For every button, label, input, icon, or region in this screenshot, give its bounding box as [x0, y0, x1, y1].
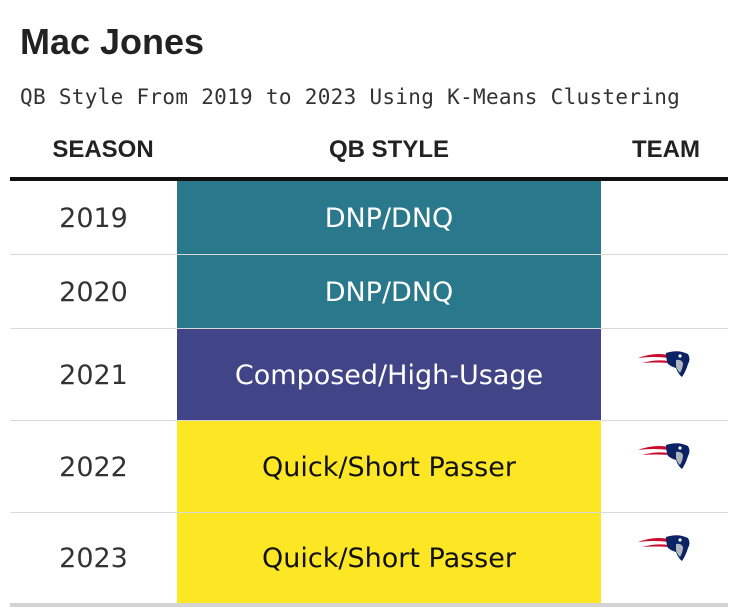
- header-divider: [10, 177, 728, 181]
- column-header-team: TEAM: [632, 136, 700, 163]
- qb-style-cell: Quick/Short Passer: [177, 421, 601, 513]
- season-cell: 2021: [59, 359, 128, 391]
- column-header-qb-style: QB STYLE: [328, 136, 449, 163]
- team-cell: [601, 255, 728, 329]
- table-header: SEASON QB STYLE TEAM: [10, 130, 728, 178]
- table-row: 2023 Quick/Short Passer: [10, 513, 728, 604]
- column-header-season: SEASON: [52, 136, 154, 163]
- chart-subtitle: QB Style From 2019 to 2023 Using K-Means…: [20, 85, 681, 109]
- qb-style-cell: Quick/Short Passer: [177, 513, 601, 604]
- season-cell: 2022: [59, 451, 128, 483]
- table-row: 2022 Quick/Short Passer: [10, 421, 728, 513]
- table-row: 2021 Composed/High-Usage: [10, 329, 728, 421]
- row-divider: [10, 420, 728, 421]
- season-cell: 2020: [59, 276, 128, 308]
- table-row: 2020 DNP/DNQ: [10, 255, 728, 329]
- team-cell: [601, 181, 728, 255]
- season-cell: 2019: [59, 202, 128, 234]
- qb-style-cell: Composed/High-Usage: [177, 329, 601, 421]
- row-divider: [10, 254, 728, 255]
- patriots-logo-icon: [638, 535, 690, 561]
- season-cell: 2023: [59, 543, 128, 574]
- patriots-logo-icon: [638, 443, 690, 469]
- qb-style-cell: DNP/DNQ: [177, 181, 601, 255]
- team-cell: [601, 329, 728, 421]
- team-cell: [601, 513, 728, 604]
- table-row: 2019 DNP/DNQ: [10, 181, 728, 255]
- patriots-logo-icon: [638, 351, 690, 377]
- chart-title: Mac Jones: [20, 21, 205, 62]
- team-cell: [601, 421, 728, 513]
- row-divider: [10, 328, 728, 329]
- table-bottom-divider: [10, 603, 728, 607]
- row-divider: [10, 512, 728, 513]
- qb-style-cell: DNP/DNQ: [177, 255, 601, 329]
